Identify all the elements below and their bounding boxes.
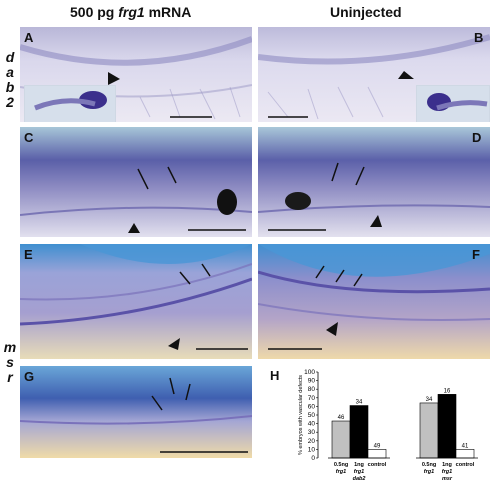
arrow-icon — [179, 271, 191, 285]
y-tick-label: 0 — [311, 455, 315, 462]
panel-label: E — [24, 247, 33, 262]
bar-label-extra: msr — [442, 476, 453, 482]
bar — [455, 449, 475, 459]
panel-f-image — [258, 244, 490, 359]
header-frg1: 500 pg frg1 mRNA — [70, 4, 191, 20]
arrow-icon — [353, 273, 363, 287]
header-uninjected: Uninjected — [330, 4, 402, 20]
y-tick-label: 30 — [308, 429, 316, 436]
y-tick-label: 80 — [308, 386, 316, 393]
bar-label-bottom: frg1 — [336, 469, 346, 475]
side-letter: 2 — [6, 94, 14, 110]
arrowhead-icon — [168, 338, 180, 350]
bar — [367, 449, 387, 459]
arrowhead-icon — [108, 72, 120, 85]
panel-c-image — [20, 127, 252, 237]
arrowhead-icon — [326, 322, 338, 336]
panel-e-image — [20, 244, 252, 359]
arrow-icon — [151, 395, 163, 411]
y-tick-label: 40 — [308, 421, 316, 428]
bar — [419, 402, 439, 459]
bar-label-bottom: frg1 — [442, 469, 452, 475]
bar-n-label: 41 — [462, 443, 469, 449]
panel-label: G — [24, 369, 35, 384]
panel-label: A — [24, 30, 34, 45]
panel-g-image — [20, 366, 252, 458]
y-tick-label: 90 — [308, 378, 316, 385]
panel-g: G — [20, 366, 252, 458]
panel-a: A — [20, 27, 252, 122]
bar-label-top: 0.5ng — [422, 462, 436, 468]
bar — [349, 405, 369, 459]
y-tick-label: 100 — [304, 369, 315, 376]
arrow-icon — [167, 166, 177, 184]
panel-f: F — [258, 244, 490, 359]
panel-d: D — [258, 127, 490, 237]
arrow-icon — [315, 265, 325, 279]
header-dose: 500 pg — [70, 4, 119, 20]
bar — [437, 394, 457, 459]
side-letter: b — [5, 79, 15, 95]
bar-label-top: 1ng — [442, 462, 452, 468]
bar-label-top: 1ng — [354, 462, 364, 468]
arrow-icon — [331, 162, 339, 182]
panel-label: C — [24, 130, 34, 145]
panel-b: B — [258, 27, 490, 122]
bar-n-label: 34 — [426, 397, 433, 403]
arrow-icon — [355, 166, 365, 186]
side-letter: a — [6, 64, 14, 80]
side-letter: s — [6, 354, 14, 370]
panel-label: B — [474, 30, 484, 45]
bar — [331, 420, 351, 459]
arrow-icon — [201, 263, 211, 277]
side-label-dab2: d a b 2 — [2, 50, 18, 110]
bar-label-bottom: frg1 — [424, 469, 434, 475]
header-suffix: mRNA — [144, 4, 192, 20]
y-tick-label: 10 — [308, 446, 316, 453]
side-letter: d — [5, 49, 15, 65]
bar-n-label: 34 — [356, 400, 363, 406]
y-axis-label: % embryos with vascular defects — [298, 375, 304, 455]
panel-label: D — [472, 130, 482, 145]
bar-n-label: 49 — [374, 443, 381, 449]
bar-label-extra: dab2 — [353, 476, 366, 482]
panel-b-inset — [416, 85, 490, 122]
arrowhead-icon — [398, 71, 414, 79]
header-gene: frg1 — [118, 4, 145, 20]
arrowhead-icon — [128, 223, 140, 233]
bar-label-top: control — [368, 462, 387, 468]
y-tick-label: 20 — [308, 438, 316, 445]
arrow-icon — [137, 168, 149, 190]
arrow-icon — [185, 383, 191, 401]
panel-e: E — [20, 244, 252, 359]
bar-label-top: control — [456, 462, 475, 468]
y-tick-label: 70 — [308, 395, 316, 402]
panel-c: C — [20, 127, 252, 237]
bar-label-bottom: frg1 — [354, 469, 364, 475]
panel-label: F — [472, 247, 480, 262]
side-letter: m — [3, 339, 17, 355]
bar-n-label: 46 — [338, 415, 345, 421]
y-tick-label: 50 — [308, 412, 316, 419]
side-letter: r — [7, 369, 13, 385]
panel-label: H — [270, 368, 280, 383]
arrow-icon — [335, 269, 345, 283]
arrowhead-icon — [370, 215, 382, 227]
panel-a-inset — [24, 85, 116, 122]
bar-label-top: 0.5ng — [334, 462, 348, 468]
side-label-msr: m s r — [2, 340, 18, 385]
y-tick-label: 60 — [308, 403, 316, 410]
arrow-icon — [169, 377, 175, 395]
panel-d-image — [258, 127, 490, 237]
bar-n-label: 16 — [444, 388, 451, 394]
